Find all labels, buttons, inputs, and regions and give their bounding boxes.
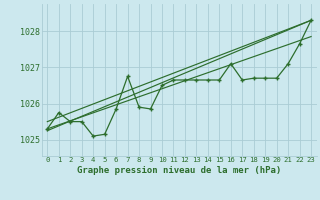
X-axis label: Graphe pression niveau de la mer (hPa): Graphe pression niveau de la mer (hPa) <box>77 166 281 175</box>
